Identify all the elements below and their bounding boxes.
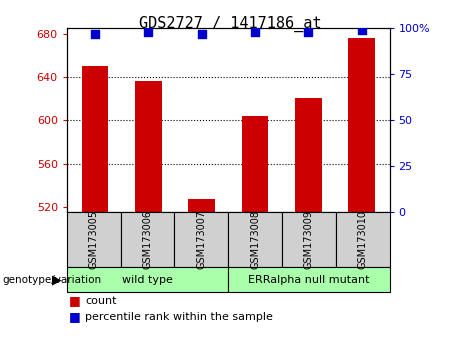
Text: GSM173010: GSM173010 <box>358 210 368 269</box>
Text: ■: ■ <box>69 310 81 323</box>
Bar <box>135 81 161 212</box>
Text: ERRalpha null mutant: ERRalpha null mutant <box>248 275 370 285</box>
Bar <box>82 66 108 212</box>
Point <box>251 29 259 35</box>
Point <box>144 29 152 35</box>
Text: wild type: wild type <box>122 275 173 285</box>
Point <box>358 27 365 33</box>
Text: GSM173005: GSM173005 <box>89 210 99 269</box>
Text: ▶: ▶ <box>52 273 61 286</box>
Bar <box>295 98 321 212</box>
Text: GSM173007: GSM173007 <box>196 210 207 269</box>
Text: GSM173006: GSM173006 <box>142 210 153 269</box>
Text: GSM173009: GSM173009 <box>304 210 314 269</box>
Text: genotype/variation: genotype/variation <box>2 275 101 285</box>
Point <box>91 31 99 37</box>
Point <box>305 29 312 35</box>
Text: count: count <box>85 296 117 306</box>
Text: GDS2727 / 1417186_at: GDS2727 / 1417186_at <box>139 16 322 32</box>
Bar <box>188 199 215 212</box>
Bar <box>242 116 268 212</box>
Text: percentile rank within the sample: percentile rank within the sample <box>85 312 273 322</box>
Text: ■: ■ <box>69 295 81 307</box>
Bar <box>348 38 375 212</box>
Text: GSM173008: GSM173008 <box>250 210 260 269</box>
Point <box>198 31 205 37</box>
